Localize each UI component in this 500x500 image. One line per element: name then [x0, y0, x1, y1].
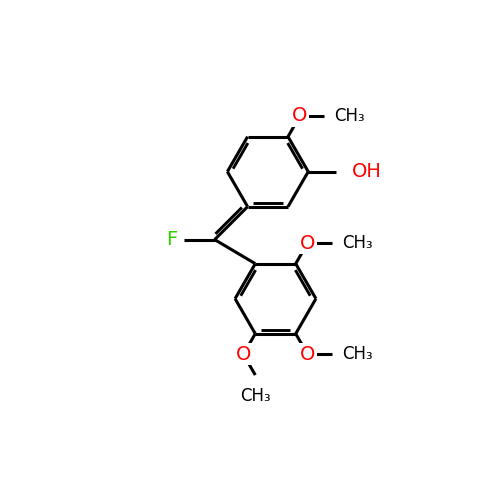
Text: CH₃: CH₃	[342, 234, 373, 252]
Text: CH₃: CH₃	[240, 388, 270, 406]
Text: O: O	[300, 345, 316, 364]
Text: O: O	[292, 106, 308, 126]
Text: OH: OH	[352, 162, 382, 181]
Text: O: O	[300, 234, 316, 252]
Text: F: F	[166, 230, 177, 249]
Text: CH₃: CH₃	[334, 107, 365, 125]
Text: CH₃: CH₃	[342, 346, 373, 364]
Text: O: O	[236, 345, 251, 364]
